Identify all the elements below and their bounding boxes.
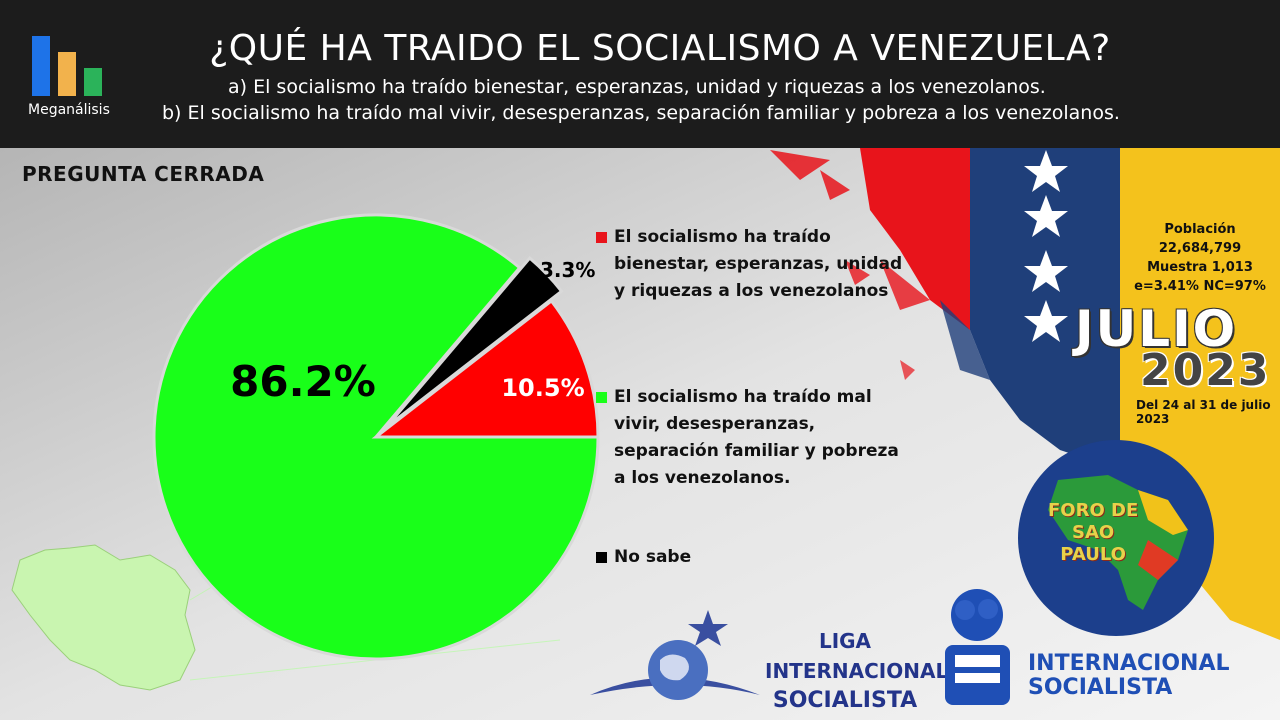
venezuela-map bbox=[11, 544, 196, 691]
legend-item-a: El socialismo ha traído bienestar, esper… bbox=[596, 224, 904, 305]
internacional-line-2: SOCIALISTA bbox=[1028, 675, 1173, 700]
option-a: a) El socialismo ha traído bienestar, es… bbox=[228, 76, 1046, 98]
pie-slice-bienestar bbox=[371, 298, 600, 439]
sample-info: Población 22,684,799 Muestra 1,013 e=3.4… bbox=[1130, 220, 1270, 296]
rose-fist-icon bbox=[945, 589, 1010, 705]
pie-label-bienestar: 10.5% bbox=[501, 374, 584, 402]
flag-stars bbox=[1024, 150, 1068, 342]
meganalisis-logo: Meganálisis bbox=[28, 36, 118, 126]
pie-label-no-sabe: 3.3% bbox=[540, 258, 595, 282]
legend-label: El socialismo ha traído mal vivir, deses… bbox=[614, 387, 899, 488]
population-label: Población bbox=[1164, 222, 1236, 237]
foro-map-graphic bbox=[1048, 475, 1188, 610]
flag-red-stroke bbox=[770, 150, 830, 180]
flag-red-stroke bbox=[900, 360, 915, 380]
population-value: 22,684,799 bbox=[1158, 241, 1242, 256]
liga-line-1: LIGA INTERNACIONAL bbox=[765, 629, 949, 683]
liga-globe-icon bbox=[590, 610, 760, 700]
period-month: JULIO bbox=[1075, 300, 1238, 358]
internacional-label: INTERNACIONAL SOCIALISTA bbox=[1028, 652, 1230, 700]
legend-item-no-sabe: No sabe bbox=[596, 544, 904, 571]
legend-label: El socialismo ha traído bienestar, esper… bbox=[614, 227, 903, 301]
flag-red-stroke bbox=[860, 148, 970, 330]
legend-item-b: El socialismo ha traído mal vivir, deses… bbox=[596, 384, 904, 492]
period-dates: Del 24 al 31 de julio 2023 bbox=[1136, 398, 1271, 426]
flag-red-stroke bbox=[880, 260, 930, 310]
logo-bar-orange bbox=[58, 52, 76, 96]
period-year: 2023 bbox=[1140, 345, 1271, 396]
logo-bar-blue bbox=[32, 36, 50, 96]
legend-label: No sabe bbox=[614, 547, 692, 567]
option-b: b) El socialismo ha traído mal vivir, de… bbox=[162, 102, 1120, 124]
logo-bar-green bbox=[84, 68, 102, 96]
liga-line-2: SOCIALISTA bbox=[772, 688, 918, 713]
liga-label: LIGA INTERNACIONAL SOCIALISTA bbox=[765, 626, 949, 716]
error-margin: e=3.41% NC=97% bbox=[1134, 279, 1266, 294]
flag-blue-stroke bbox=[940, 300, 990, 380]
foro-text: FORO DE SAO PAULO bbox=[1048, 500, 1138, 566]
foro-sao-paulo-logo: FORO DE SAO PAULO bbox=[1018, 440, 1214, 636]
legend-swatch-black bbox=[596, 552, 607, 563]
sample-size: Muestra 1,013 bbox=[1147, 260, 1253, 275]
foro-line-1: FORO DE bbox=[1048, 500, 1139, 521]
foro-line-2: SAO bbox=[1072, 522, 1115, 543]
foro-line-3: PAULO bbox=[1060, 544, 1126, 565]
flag-red-stroke bbox=[820, 170, 850, 200]
legend-swatch-red bbox=[596, 232, 607, 243]
pie-slice-no-sabe bbox=[384, 255, 564, 429]
question-type: PREGUNTA CERRADA bbox=[22, 162, 265, 186]
internacional-line-1: INTERNACIONAL bbox=[1028, 651, 1230, 676]
pie-label-mal-vivir: 86.2% bbox=[230, 357, 376, 406]
page-title: ¿QUÉ HA TRAIDO EL SOCIALISMO A VENEZUELA… bbox=[209, 28, 1111, 69]
legend-swatch-green bbox=[596, 392, 607, 403]
header: Meganálisis ¿QUÉ HA TRAIDO EL SOCIALISMO… bbox=[0, 0, 1280, 148]
brand-name: Meganálisis bbox=[28, 102, 110, 118]
flag-red-stroke bbox=[845, 260, 870, 285]
